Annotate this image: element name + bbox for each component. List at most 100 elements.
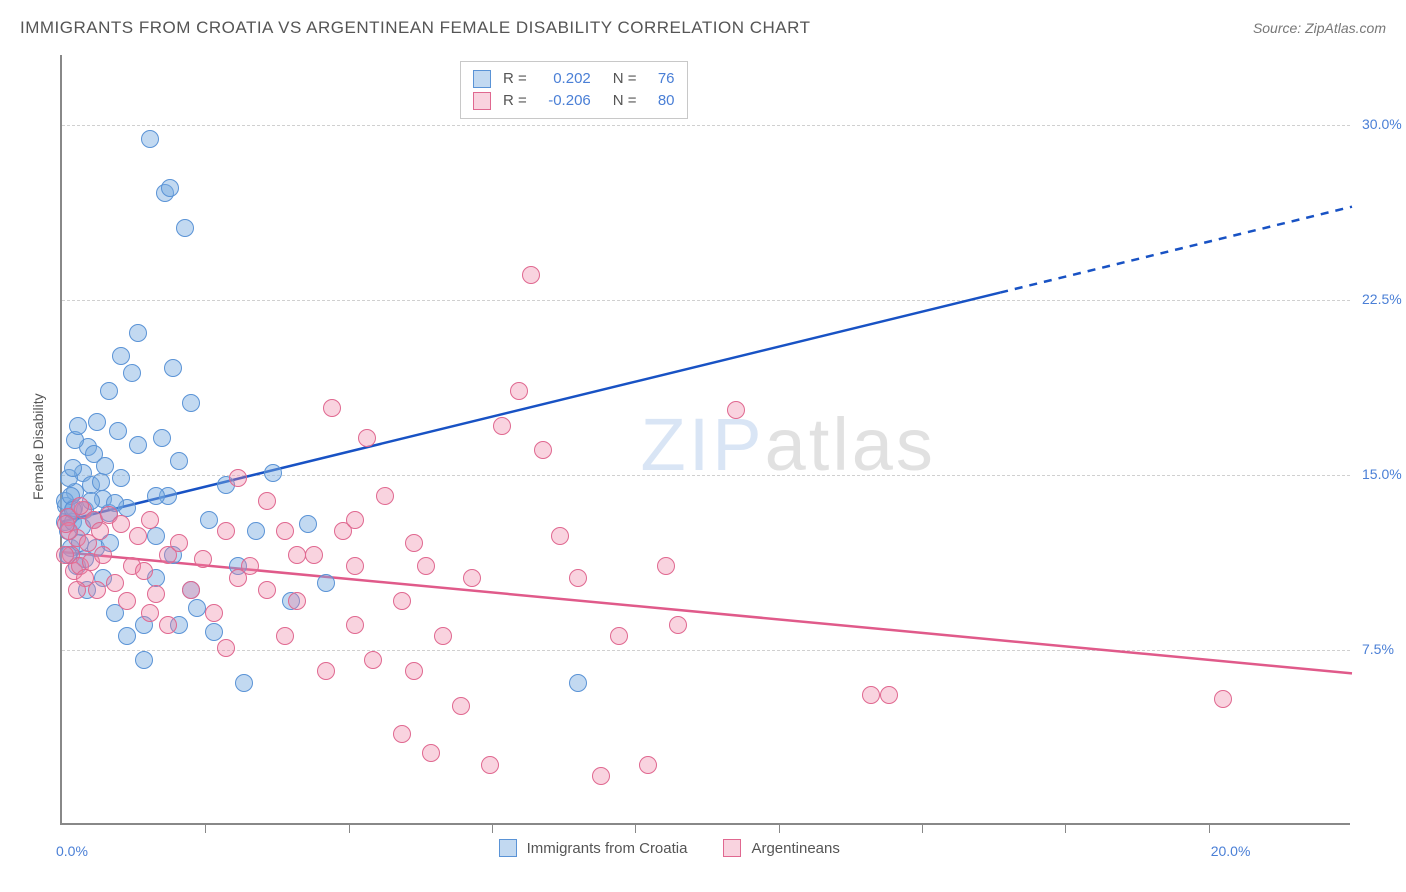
- data-point-croatia: [129, 324, 147, 342]
- data-point-croatia: [182, 394, 200, 412]
- data-point-croatia: [123, 364, 141, 382]
- n-value: 80: [645, 90, 675, 112]
- data-point-argentineans: [94, 546, 112, 564]
- r-label: R =: [503, 90, 527, 112]
- r-label: R =: [503, 68, 527, 90]
- data-point-croatia: [247, 522, 265, 540]
- data-point-argentineans: [305, 546, 323, 564]
- data-point-argentineans: [56, 546, 74, 564]
- data-point-croatia: [69, 417, 87, 435]
- data-point-croatia: [299, 515, 317, 533]
- data-point-croatia: [96, 457, 114, 475]
- trend-lines: [62, 55, 1352, 825]
- series-name-croatia: Immigrants from Croatia: [527, 840, 688, 857]
- data-point-croatia: [147, 527, 165, 545]
- data-point-croatia: [164, 359, 182, 377]
- data-point-argentineans: [71, 497, 89, 515]
- y-tick-label: 30.0%: [1362, 116, 1402, 132]
- data-point-croatia: [153, 429, 171, 447]
- data-point-argentineans: [112, 515, 130, 533]
- data-point-argentineans: [91, 522, 109, 540]
- data-point-croatia: [147, 487, 165, 505]
- data-point-argentineans: [551, 527, 569, 545]
- x-axis-max-label: 20.0%: [1211, 843, 1251, 859]
- data-point-argentineans: [534, 441, 552, 459]
- n-value: 76: [645, 68, 675, 90]
- data-point-argentineans: [217, 522, 235, 540]
- x-axis-min-label: 0.0%: [56, 843, 88, 859]
- n-label: N =: [613, 90, 637, 112]
- data-point-croatia: [235, 674, 253, 692]
- chart-title: IMMIGRANTS FROM CROATIA VS ARGENTINEAN F…: [20, 18, 810, 38]
- y-tick-label: 22.5%: [1362, 291, 1402, 307]
- data-point-croatia: [88, 413, 106, 431]
- data-point-argentineans: [862, 686, 880, 704]
- data-point-argentineans: [657, 557, 675, 575]
- data-point-argentineans: [481, 756, 499, 774]
- n-label: N =: [613, 68, 637, 90]
- data-point-argentineans: [129, 527, 147, 545]
- y-tick-label: 15.0%: [1362, 466, 1402, 482]
- chart-header: IMMIGRANTS FROM CROATIA VS ARGENTINEAN F…: [20, 18, 1386, 38]
- swatch-icon: [723, 839, 741, 857]
- stats-legend-row-croatia: R = 0.202 N = 76: [473, 68, 675, 90]
- data-point-argentineans: [258, 581, 276, 599]
- stats-legend-box: R = 0.202 N = 76 R = -0.206 N = 80: [460, 61, 688, 119]
- data-point-argentineans: [323, 399, 341, 417]
- data-point-argentineans: [88, 581, 106, 599]
- data-point-croatia: [170, 452, 188, 470]
- data-point-argentineans: [364, 651, 382, 669]
- data-point-croatia: [569, 674, 587, 692]
- data-point-croatia: [200, 511, 218, 529]
- data-point-argentineans: [393, 725, 411, 743]
- data-point-argentineans: [276, 522, 294, 540]
- data-point-croatia: [118, 627, 136, 645]
- data-point-croatia: [92, 473, 110, 491]
- data-point-argentineans: [68, 581, 86, 599]
- y-axis-label: Female Disability: [30, 393, 46, 500]
- data-point-argentineans: [141, 511, 159, 529]
- data-point-argentineans: [727, 401, 745, 419]
- data-point-argentineans: [639, 756, 657, 774]
- data-point-argentineans: [522, 266, 540, 284]
- r-value: 0.202: [535, 68, 591, 90]
- trend-line-dashed-croatia: [1000, 207, 1352, 293]
- data-point-croatia: [264, 464, 282, 482]
- data-point-argentineans: [205, 604, 223, 622]
- data-point-argentineans: [1214, 690, 1232, 708]
- data-point-croatia: [317, 574, 335, 592]
- data-point-argentineans: [170, 534, 188, 552]
- data-point-croatia: [109, 422, 127, 440]
- data-point-argentineans: [417, 557, 435, 575]
- data-point-argentineans: [141, 604, 159, 622]
- stats-legend-row-argentineans: R = -0.206 N = 80: [473, 90, 675, 112]
- data-point-croatia: [141, 130, 159, 148]
- trend-line-croatia: [62, 293, 1000, 522]
- data-point-argentineans: [592, 767, 610, 785]
- data-point-argentineans: [217, 639, 235, 657]
- data-point-argentineans: [393, 592, 411, 610]
- data-point-argentineans: [118, 592, 136, 610]
- data-point-argentineans: [288, 592, 306, 610]
- data-point-argentineans: [135, 562, 153, 580]
- swatch-icon: [473, 92, 491, 110]
- data-point-argentineans: [405, 662, 423, 680]
- data-point-argentineans: [610, 627, 628, 645]
- data-point-croatia: [135, 651, 153, 669]
- data-point-croatia: [176, 219, 194, 237]
- data-point-croatia: [112, 469, 130, 487]
- data-point-argentineans: [106, 574, 124, 592]
- data-point-argentineans: [452, 697, 470, 715]
- data-point-argentineans: [669, 616, 687, 634]
- series-legend: Immigrants from Croatia Argentineans: [499, 839, 866, 857]
- data-point-croatia: [129, 436, 147, 454]
- data-point-argentineans: [346, 616, 364, 634]
- data-point-argentineans: [376, 487, 394, 505]
- r-value: -0.206: [535, 90, 591, 112]
- data-point-argentineans: [229, 469, 247, 487]
- series-name-argentineans: Argentineans: [751, 840, 839, 857]
- data-point-argentineans: [463, 569, 481, 587]
- data-point-argentineans: [288, 546, 306, 564]
- data-point-argentineans: [510, 382, 528, 400]
- data-point-croatia: [161, 179, 179, 197]
